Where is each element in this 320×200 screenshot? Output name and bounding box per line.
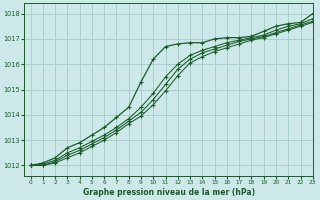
- X-axis label: Graphe pression niveau de la mer (hPa): Graphe pression niveau de la mer (hPa): [83, 188, 255, 197]
